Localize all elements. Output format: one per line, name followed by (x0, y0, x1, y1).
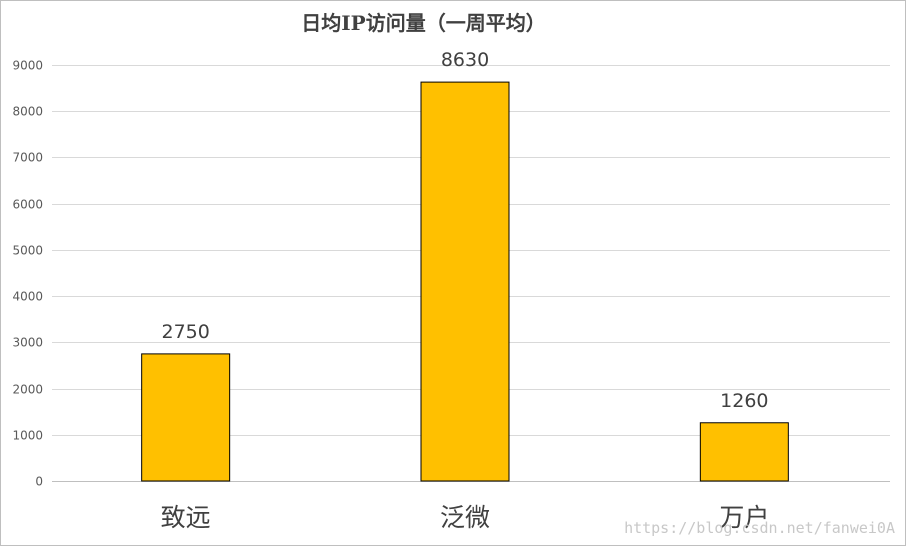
x-category-label: 致远 (161, 503, 211, 532)
chart-title: 日均IP访问量（一周平均） (301, 11, 546, 35)
y-tick-label: 3000 (12, 336, 43, 350)
data-label: 2750 (161, 321, 209, 343)
x-category-label: 万户 (719, 503, 769, 532)
y-tick-label: 4000 (12, 290, 43, 304)
x-axis-categories: 致远 泛微 万户 (161, 503, 770, 532)
x-category-label: 泛微 (440, 503, 490, 532)
watermark: https://blog.csdn.net/fanwei0A (624, 519, 895, 537)
bar (699, 422, 789, 482)
bar (141, 353, 231, 482)
data-label: 1260 (720, 390, 768, 412)
data-label: 8630 (441, 49, 489, 71)
data-labels: 2750 8630 1260 (161, 49, 768, 412)
y-tick-label: 2000 (12, 383, 43, 397)
bar (420, 81, 510, 482)
bars (141, 81, 789, 482)
y-tick-label: 9000 (12, 59, 43, 73)
y-tick-label: 1000 (12, 429, 43, 443)
y-tick-label: 0 (35, 475, 43, 489)
y-tick-label: 8000 (12, 105, 43, 119)
y-tick-label: 6000 (12, 198, 43, 212)
y-tick-label: 7000 (12, 151, 43, 165)
y-axis-ticks: 0 1000 2000 3000 4000 5000 6000 7000 8000 9000 (12, 59, 43, 489)
y-tick-label: 5000 (12, 244, 43, 258)
